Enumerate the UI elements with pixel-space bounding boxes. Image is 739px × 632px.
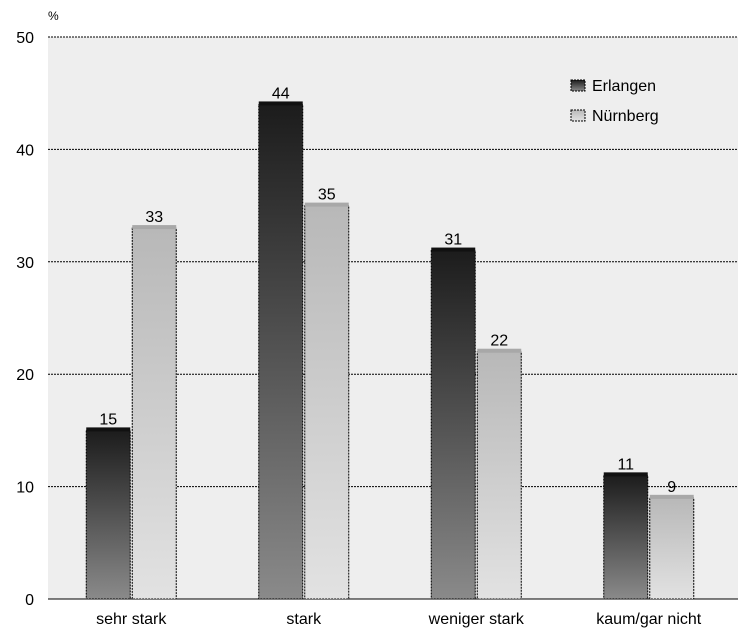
bar-nrnberg-2 [476, 351, 522, 600]
legend-swatch-0 [570, 79, 586, 92]
bar-nrnberg-3 [649, 497, 695, 600]
data-label: 31 [444, 232, 462, 249]
bar-cap [86, 427, 131, 432]
x-category-label: stark [286, 611, 322, 628]
bar-erlangen-0 [85, 429, 131, 600]
y-tick-label: 40 [16, 142, 34, 159]
bar-cap [304, 202, 349, 207]
legend-swatch-1 [570, 109, 586, 122]
bar-cap [132, 225, 177, 230]
data-label: 35 [318, 187, 336, 204]
y-axis-ticks: 0 10 20 30 40 50 [16, 30, 34, 609]
data-label: 22 [490, 333, 508, 350]
bar-cap [431, 247, 476, 252]
legend: Erlangen Nürnberg [570, 78, 659, 125]
bar-cap [649, 494, 694, 499]
bar-cap [258, 101, 303, 106]
y-tick-label: 0 [25, 592, 34, 609]
data-label: 11 [617, 456, 634, 473]
bar-nrnberg-0 [131, 227, 177, 600]
data-labels: 15 33 44 35 31 22 11 9 [99, 85, 676, 495]
x-category-label: kaum/gar nicht [596, 611, 701, 628]
legend-label: Erlangen [592, 78, 656, 95]
x-category-label: weniger stark [428, 611, 525, 628]
bar-cap [477, 348, 522, 353]
y-tick-label: 20 [16, 367, 34, 384]
data-label: 44 [272, 85, 290, 102]
y-tick-label: 10 [16, 480, 34, 497]
data-label: 9 [667, 479, 676, 496]
legend-label: Nürnberg [592, 108, 659, 125]
y-tick-label: 50 [16, 30, 34, 47]
x-category-label: sehr stark [96, 611, 167, 628]
y-tick-label: 30 [16, 255, 34, 272]
bars [85, 101, 695, 600]
bar-erlangen-2 [430, 250, 476, 600]
data-label: 15 [99, 411, 117, 428]
bar-erlangen-3 [603, 474, 649, 600]
y-unit-label: % [48, 9, 59, 23]
bar-cap [603, 472, 648, 477]
bar-erlangen-1 [258, 103, 304, 600]
data-label: 33 [145, 209, 163, 226]
bar-nrnberg-1 [304, 205, 350, 600]
x-axis-labels: sehr stark stark weniger stark kaum/gar nic… [96, 611, 702, 628]
